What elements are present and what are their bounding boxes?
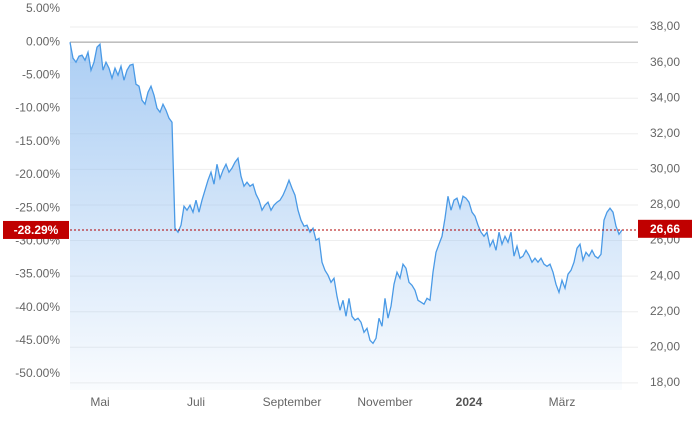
x-tick-label: Juli <box>187 395 205 409</box>
y-tick-label: -45.00% <box>15 333 60 347</box>
y-tick-label: -35.00% <box>15 267 60 281</box>
current-price-box <box>638 219 692 238</box>
current-value-label: -28.29% <box>14 223 59 237</box>
y-tick-label: -5.00% <box>22 68 60 82</box>
y2-tick-label: 32,00 <box>650 126 680 140</box>
y-tick-label: -50.00% <box>15 366 60 380</box>
x-tick-label: September <box>263 395 322 409</box>
y2-tick-label: 22,00 <box>650 304 680 318</box>
x-tick-label: 2024 <box>456 395 483 409</box>
price-line <box>69 42 623 345</box>
current-price-label: 26,66 <box>650 222 680 236</box>
y2-tick-label: 18,00 <box>650 375 680 389</box>
y2-tick-label: 36,00 <box>650 55 680 69</box>
y2-tick-label: 34,00 <box>650 90 680 104</box>
y-tick-label: -10.00% <box>15 101 60 115</box>
y-tick-label: -20.00% <box>15 167 60 181</box>
y-tick-label: -40.00% <box>15 300 60 314</box>
y2-tick-label: 38,00 <box>650 19 680 33</box>
y-tick-label: 0.00% <box>26 34 60 48</box>
y2-tick-label: 24,00 <box>650 268 680 282</box>
y-tick-label: 5.00% <box>26 1 60 15</box>
x-tick-label: Mai <box>90 395 109 409</box>
y-tick-label: -25.00% <box>15 200 60 214</box>
y2-tick-label: 30,00 <box>650 162 680 176</box>
x-tick-label: März <box>549 395 576 409</box>
y-tick-label: -15.00% <box>15 134 60 148</box>
x-tick-label: November <box>357 395 412 409</box>
area <box>70 42 622 390</box>
y2-tick-label: 20,00 <box>650 339 680 353</box>
y2-tick-label: 28,00 <box>650 197 680 211</box>
current-value-box <box>3 220 69 239</box>
